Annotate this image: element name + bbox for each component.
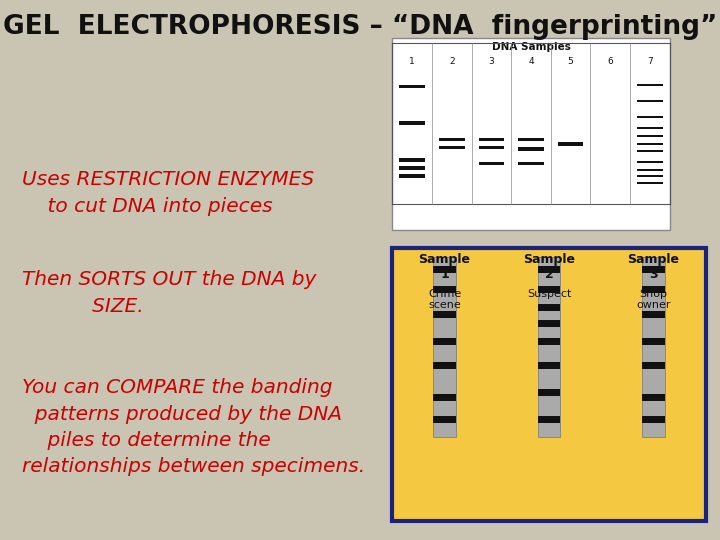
- Bar: [538, 256, 560, 437]
- Bar: [433, 286, 456, 293]
- Bar: [400, 174, 425, 178]
- Bar: [642, 311, 665, 318]
- Bar: [518, 147, 544, 151]
- Bar: [518, 138, 544, 141]
- Bar: [538, 320, 560, 327]
- Text: Crime
scene: Crime scene: [428, 289, 462, 310]
- Bar: [642, 394, 665, 401]
- Text: Sample
3: Sample 3: [627, 253, 680, 281]
- Bar: [400, 122, 425, 125]
- Bar: [433, 416, 456, 423]
- Bar: [433, 256, 456, 437]
- Text: 7: 7: [647, 57, 652, 66]
- Bar: [558, 143, 583, 146]
- Bar: [642, 416, 665, 423]
- Bar: [637, 181, 662, 184]
- Bar: [439, 138, 464, 141]
- Bar: [538, 389, 560, 396]
- Bar: [479, 146, 504, 150]
- Text: Shop
owner: Shop owner: [636, 289, 670, 310]
- Text: DNA Samples: DNA Samples: [492, 42, 570, 52]
- Text: Then SORTS OUT the DNA by
           SIZE.: Then SORTS OUT the DNA by SIZE.: [22, 270, 316, 315]
- Text: You can COMPARE the banding
  patterns produced by the DNA
    piles to determin: You can COMPARE the banding patterns pro…: [22, 378, 365, 476]
- Bar: [400, 158, 425, 163]
- Bar: [538, 266, 560, 273]
- Bar: [637, 169, 662, 171]
- Bar: [433, 338, 456, 345]
- Bar: [637, 84, 662, 86]
- Bar: [538, 362, 560, 369]
- Bar: [538, 338, 560, 345]
- Bar: [538, 416, 560, 423]
- Bar: [642, 338, 665, 345]
- Text: Sample
1: Sample 1: [418, 253, 471, 281]
- Bar: [392, 248, 706, 521]
- Bar: [433, 311, 456, 318]
- Bar: [637, 176, 662, 178]
- Text: 3: 3: [489, 57, 494, 66]
- Bar: [479, 138, 504, 141]
- Bar: [637, 143, 662, 145]
- Bar: [518, 161, 544, 165]
- Bar: [637, 161, 662, 163]
- Bar: [642, 362, 665, 369]
- Bar: [538, 303, 560, 310]
- Text: Suspect: Suspect: [527, 289, 571, 299]
- Bar: [433, 266, 456, 273]
- Bar: [439, 146, 464, 150]
- Bar: [479, 161, 504, 165]
- Bar: [392, 38, 670, 230]
- Bar: [400, 85, 425, 89]
- Bar: [433, 362, 456, 369]
- Bar: [433, 394, 456, 401]
- Bar: [642, 286, 665, 293]
- Bar: [538, 286, 560, 293]
- Text: 5: 5: [568, 57, 573, 66]
- Text: 4: 4: [528, 57, 534, 66]
- Text: 1: 1: [410, 57, 415, 66]
- Bar: [642, 266, 665, 273]
- Bar: [637, 135, 662, 137]
- Text: 2: 2: [449, 57, 454, 66]
- Text: Sample
2: Sample 2: [523, 253, 575, 281]
- Bar: [642, 256, 665, 437]
- Text: 6: 6: [608, 57, 613, 66]
- Text: GEL  ELECTROPHORESIS – “DNA  fingerprinting”: GEL ELECTROPHORESIS – “DNA fingerprintin…: [3, 14, 717, 39]
- Text: Uses RESTRICTION ENZYMES
    to cut DNA into pieces: Uses RESTRICTION ENZYMES to cut DNA into…: [22, 170, 314, 215]
- Bar: [400, 166, 425, 171]
- Bar: [637, 127, 662, 129]
- Bar: [637, 116, 662, 118]
- Bar: [637, 150, 662, 152]
- Bar: [637, 100, 662, 102]
